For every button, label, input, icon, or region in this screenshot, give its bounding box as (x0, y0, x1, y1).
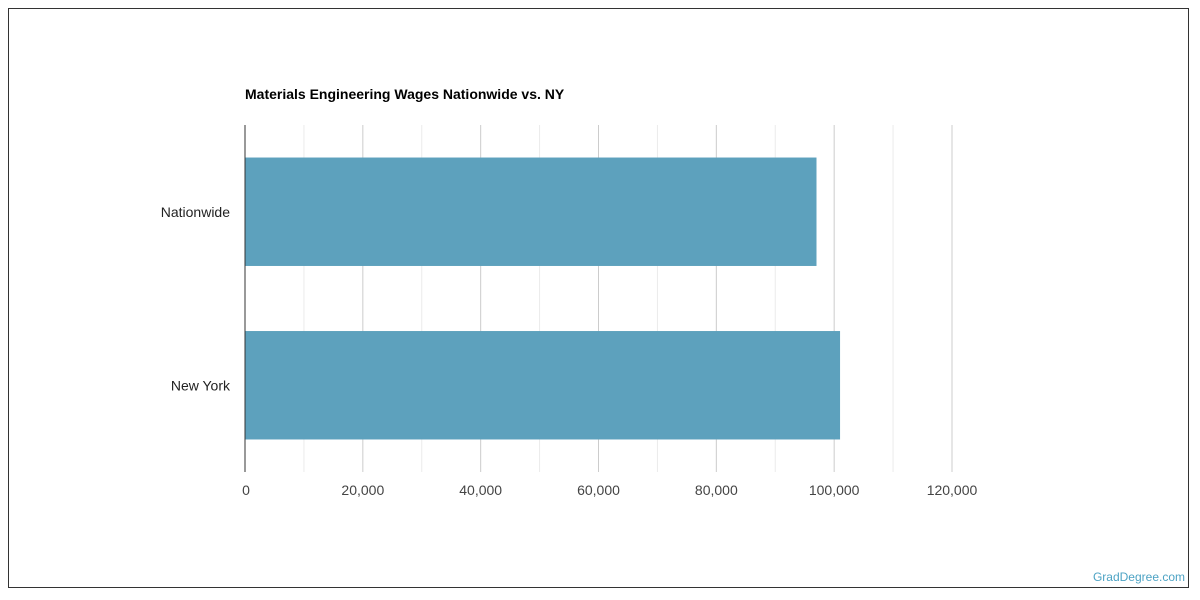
watermark: GradDegree.com (1092, 570, 1185, 584)
x-tick-label: 100,000 (809, 482, 860, 498)
category-label: New York (171, 377, 231, 393)
bar-new-york (245, 331, 841, 440)
x-tick-label: 40,000 (459, 482, 502, 498)
bar-nationwide (245, 157, 817, 266)
x-tick-label: 0 (242, 482, 250, 498)
x-tick-label: 80,000 (695, 482, 738, 498)
x-tick-label: 20,000 (341, 482, 384, 498)
x-tick-label: 60,000 (577, 482, 620, 498)
x-tick-label: 120,000 (927, 482, 978, 498)
category-label: Nationwide (161, 204, 230, 220)
chart-title: Materials Engineering Wages Nationwide v… (245, 86, 565, 102)
